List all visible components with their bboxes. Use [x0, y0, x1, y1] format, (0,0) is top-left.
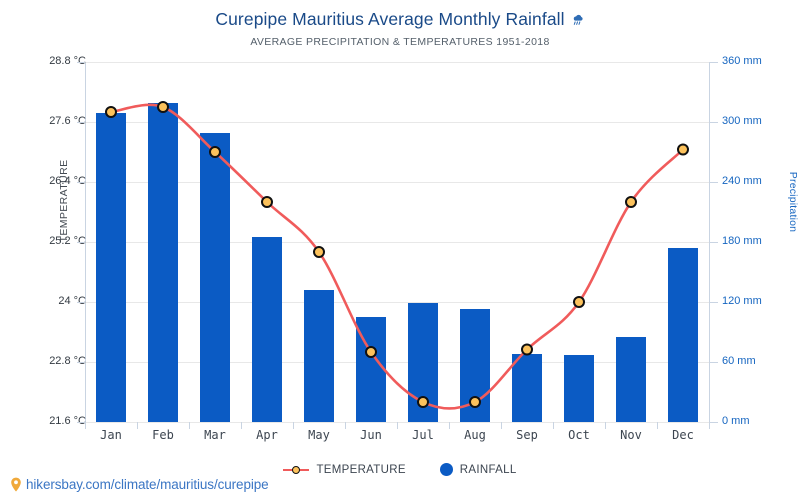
x-axis-tick-mark — [189, 422, 190, 429]
left-axis-tick-mark — [77, 62, 85, 63]
x-axis-tick-label: Feb — [152, 428, 174, 442]
right-axis-tick-mark — [710, 302, 718, 303]
right-axis-line — [709, 62, 710, 423]
rainfall-bar[interactable] — [460, 309, 490, 422]
rainfall-bar[interactable] — [200, 133, 230, 422]
rainfall-bar[interactable] — [564, 355, 594, 422]
rainfall-bar[interactable] — [356, 317, 386, 422]
rainfall-bar[interactable] — [96, 113, 126, 422]
x-axis-tick-label: Nov — [620, 428, 642, 442]
left-axis-tick-mark — [77, 242, 85, 243]
x-axis-tick-mark — [605, 422, 606, 429]
legend-item-temperature[interactable]: TEMPERATURE — [283, 464, 405, 476]
rainfall-bar[interactable] — [148, 103, 178, 422]
rainfall-bar[interactable] — [668, 248, 698, 422]
rainfall-bar[interactable] — [512, 354, 542, 422]
right-axis-tick-label: 180 mm — [722, 235, 762, 247]
x-axis-tick-mark — [553, 422, 554, 429]
x-axis-tick-mark — [709, 422, 710, 429]
rainfall-bar[interactable] — [304, 290, 334, 422]
left-axis-tick-mark — [77, 182, 85, 183]
x-axis-tick-label: Apr — [256, 428, 278, 442]
left-axis-tick-label: 25.2 °C — [49, 235, 86, 247]
left-axis-tick-label: 24 °C — [58, 295, 86, 307]
right-axis-tick-mark — [710, 362, 718, 363]
left-axis-tick-mark — [77, 302, 85, 303]
legend-label-rainfall: RAINFALL — [459, 463, 517, 476]
temperature-point[interactable]: Dec: 27.05 °C — [677, 143, 689, 156]
chart-title-text: Curepipe Mauritius Average Monthly Rainf… — [215, 9, 565, 29]
temperature-point[interactable]: Apr: 26 °C — [261, 196, 273, 208]
x-axis-tick-label: Jan — [100, 428, 122, 442]
right-axis-tick-mark — [710, 182, 718, 183]
gridline — [85, 242, 709, 243]
x-axis-tick-mark — [345, 422, 346, 429]
rain-cloud-icon — [570, 12, 585, 29]
x-axis-tick-label: Sep — [516, 428, 538, 442]
x-axis-tick-mark — [449, 422, 450, 429]
left-axis-tick-label: 28.8 °C — [49, 55, 86, 67]
right-axis-tick-label: 300 mm — [722, 115, 762, 127]
left-axis-tick-label: 27.6 °C — [49, 115, 86, 127]
right-axis-tick-mark — [710, 422, 718, 423]
right-axis-tick-label: 120 mm — [722, 295, 762, 307]
map-pin-icon — [10, 477, 22, 492]
gridline — [85, 302, 709, 303]
gridline — [85, 182, 709, 183]
right-axis-tick-label: 0 mm — [722, 415, 750, 427]
x-axis-tick-mark — [657, 422, 658, 429]
chart-subtitle: AVERAGE PRECIPITATION & TEMPERATURES 195… — [250, 36, 550, 48]
temperature-point[interactable]: Nov: 26 °C — [625, 196, 637, 208]
x-axis-tick-mark — [85, 422, 86, 429]
temperature-point[interactable]: Sep: 23.05 °C — [521, 343, 533, 356]
x-axis-tick-label: Oct — [568, 428, 590, 442]
source-url[interactable]: hikersbay.com/climate/mauritius/curepipe — [26, 477, 269, 492]
right-axis-title: Precipitation — [787, 171, 799, 233]
chart-legend: TEMPERATURE RAINFALL — [0, 463, 800, 476]
x-axis-tick-label: Jul — [412, 428, 434, 442]
right-axis-tick-label: 360 mm — [722, 55, 762, 67]
source-footer[interactable]: hikersbay.com/climate/mauritius/curepipe — [10, 477, 269, 492]
right-axis-tick-mark — [710, 242, 718, 243]
right-axis-tick-label: 240 mm — [722, 175, 762, 187]
left-axis-tick-mark — [77, 122, 85, 123]
x-axis-tick-label: Mar — [204, 428, 226, 442]
x-axis-tick-label: Jun — [360, 428, 382, 442]
right-axis-tick-label: 60 mm — [722, 355, 756, 367]
x-axis-tick-mark — [397, 422, 398, 429]
legend-item-rainfall[interactable]: RAINFALL — [439, 463, 517, 476]
x-axis-tick-label: May — [308, 428, 330, 442]
legend-label-temperature: TEMPERATURE — [316, 463, 406, 476]
left-axis-tick-label: 26.4 °C — [49, 175, 86, 187]
temperature-marker-icon — [283, 464, 310, 476]
left-axis-tick-mark — [77, 422, 85, 423]
x-axis-tick-mark — [501, 422, 502, 429]
rainfall-bar[interactable] — [408, 303, 438, 422]
x-axis-tick-mark — [137, 422, 138, 429]
left-axis-tick-mark — [77, 362, 85, 363]
left-axis-tick-label: 21.6 °C — [49, 415, 86, 427]
right-axis-tick-mark — [710, 62, 718, 63]
x-axis-tick-label: Dec — [672, 428, 694, 442]
x-axis-tick-label: Aug — [464, 428, 486, 442]
gridline — [85, 62, 709, 63]
x-axis-tick-mark — [293, 422, 294, 429]
temperature-point[interactable]: May: 25 °C — [313, 246, 325, 258]
left-axis-tick-label: 22.8 °C — [49, 355, 86, 367]
rainfall-bar[interactable] — [616, 337, 646, 422]
chart-title: Curepipe Mauritius Average Monthly Rainf… — [0, 9, 800, 30]
rainfall-bar[interactable] — [252, 237, 282, 422]
gridline — [85, 122, 709, 123]
rainfall-swatch-icon — [439, 463, 453, 476]
x-axis-tick-mark — [241, 422, 242, 429]
right-axis-tick-mark — [710, 122, 718, 123]
